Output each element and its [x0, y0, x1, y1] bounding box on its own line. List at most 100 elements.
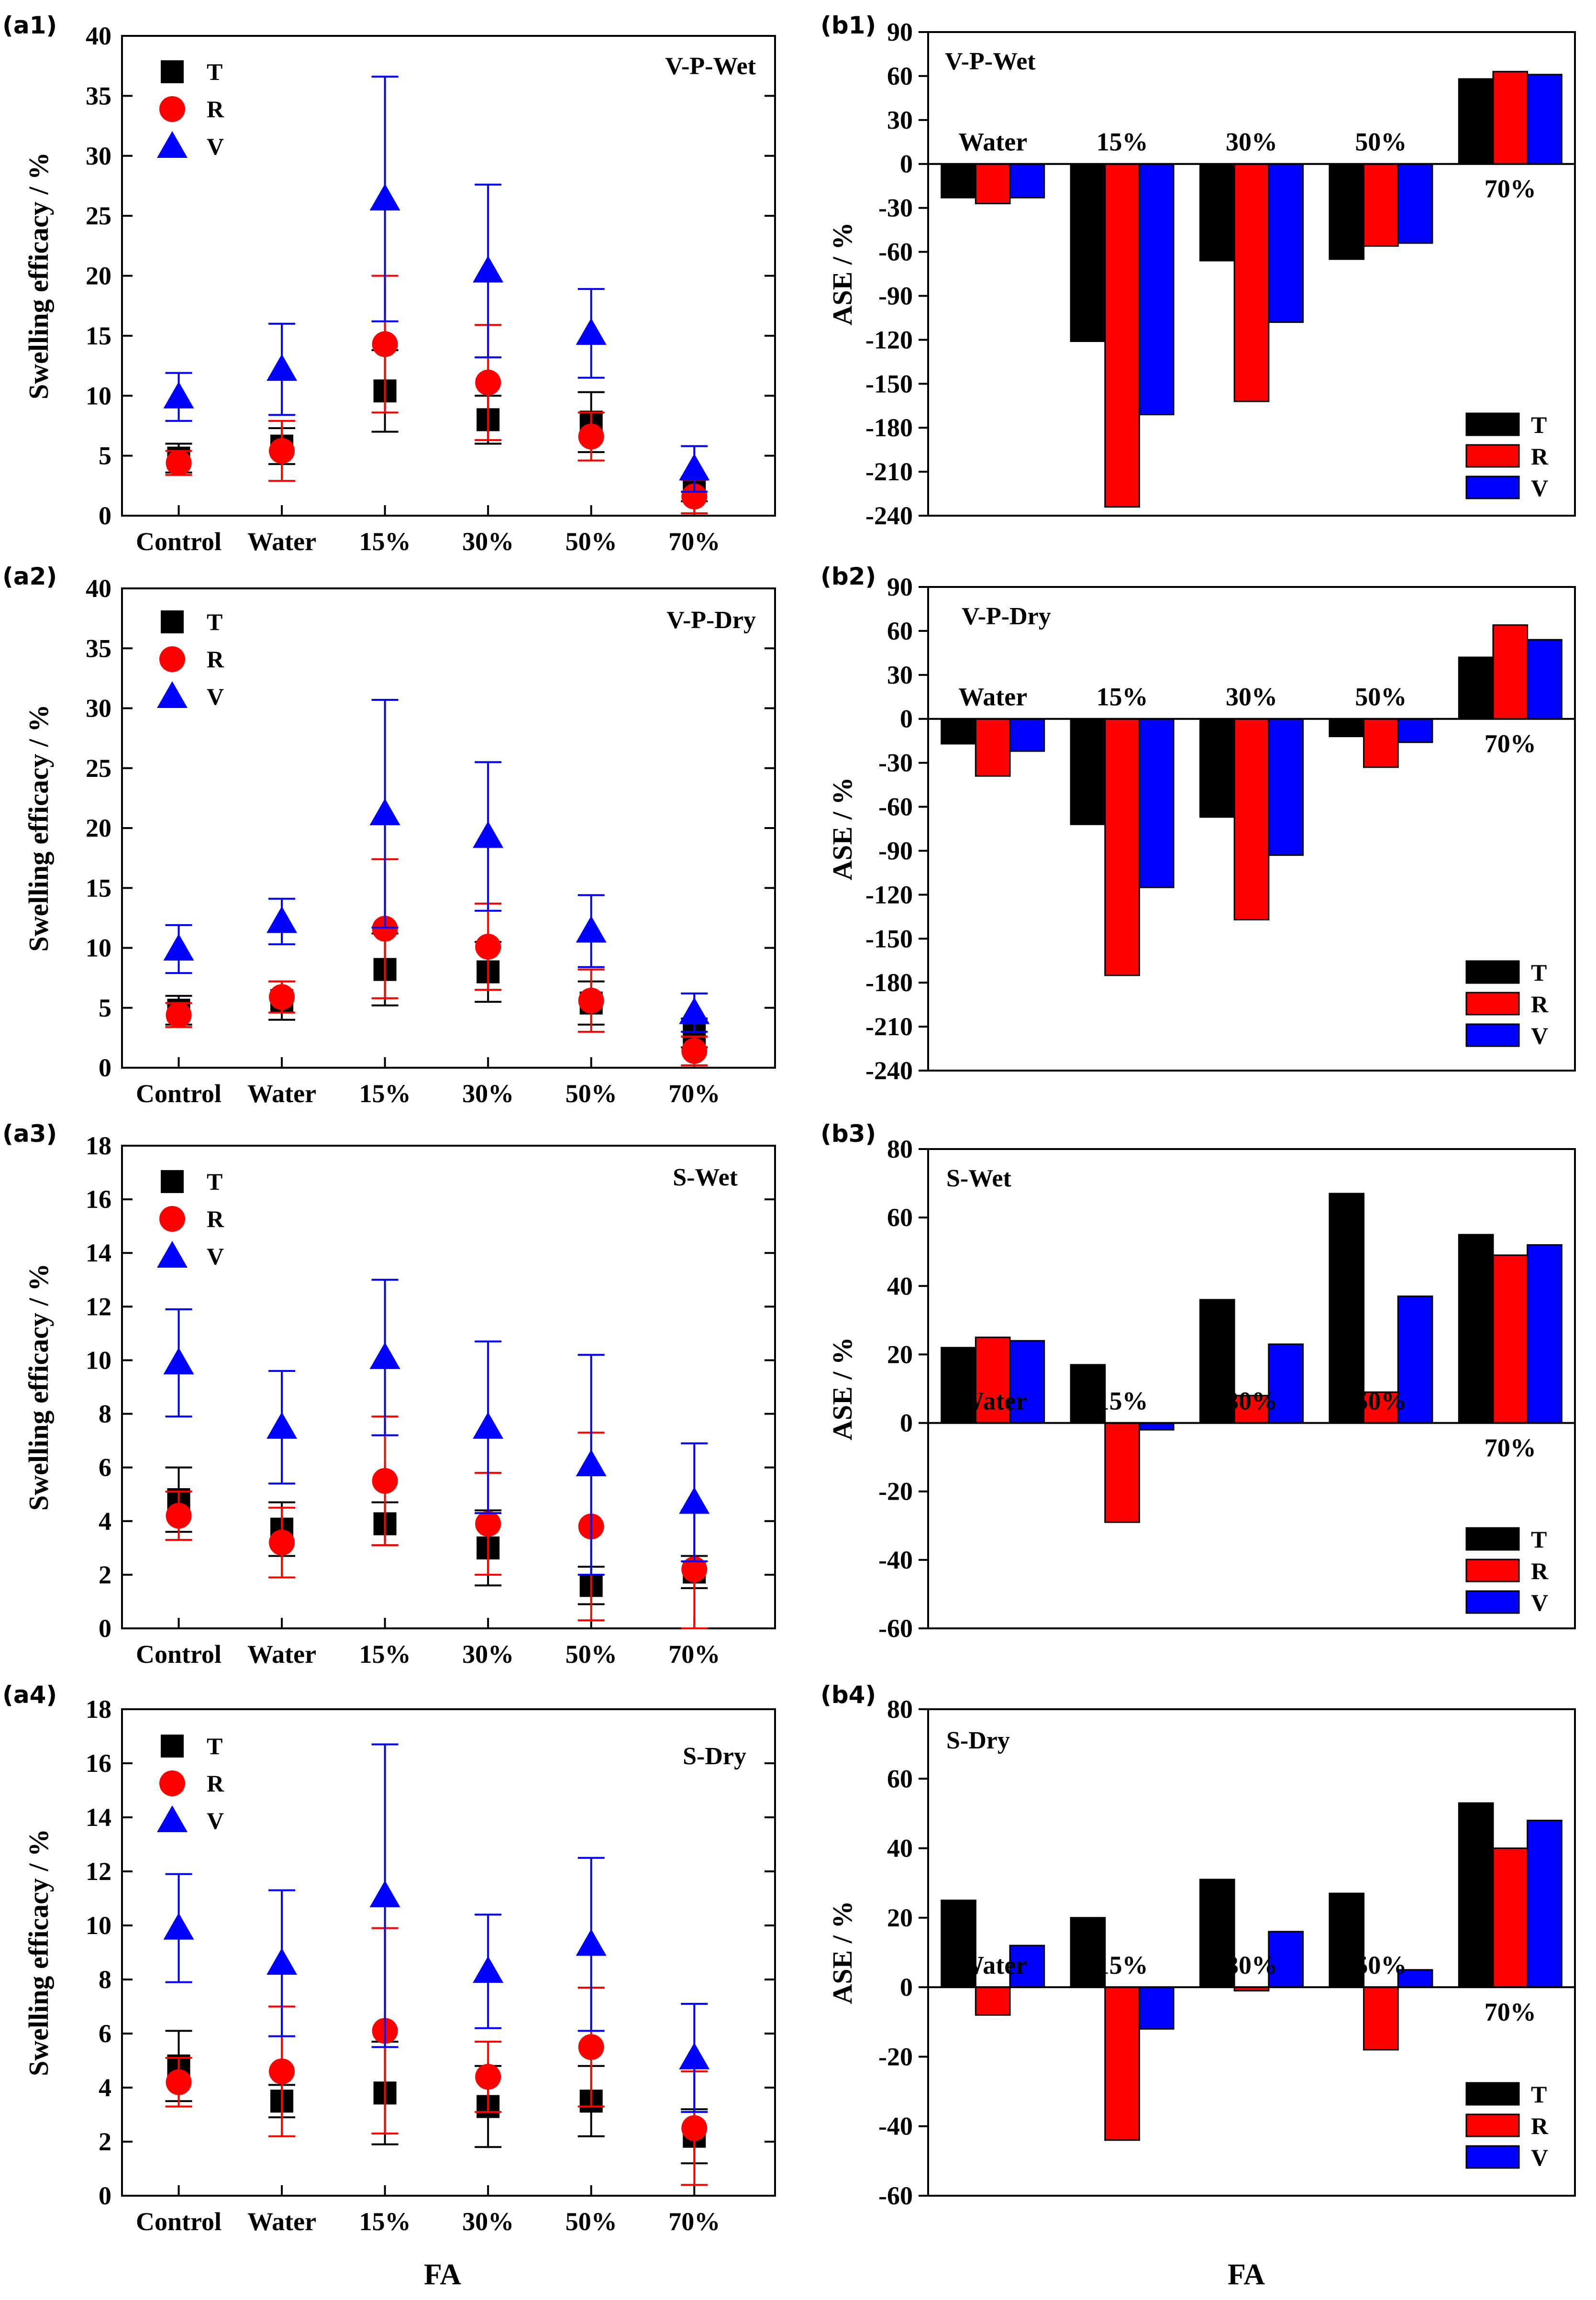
- x-tick-label: 50%: [565, 1079, 617, 1108]
- x-tick-label: 70%: [668, 1640, 720, 1669]
- legend-label: T: [1531, 959, 1547, 986]
- y-tick-label: 6: [99, 2019, 111, 2048]
- legend-marker: [161, 1735, 184, 1758]
- chart-a3: 0 2 4 6 8 10 12 14 16 18 Control Water 15% 30% 50% 70% S…: [2, 1120, 776, 1669]
- bar: [941, 163, 976, 199]
- y-tick-label: 0: [99, 2181, 111, 2210]
- data-point: [681, 2115, 708, 2141]
- legend-marker: [159, 96, 185, 122]
- y-tick-label: 20: [887, 1340, 913, 1369]
- y-tick-label: 60: [887, 62, 913, 90]
- y-tick-label: 25: [86, 201, 111, 230]
- bar: [1527, 1244, 1563, 1424]
- y-tick-label: -20: [878, 1477, 913, 1506]
- y-axis-title: ASE / %: [827, 1901, 858, 2004]
- legend-swatch: [1465, 960, 1520, 984]
- y-tick-label: 2: [99, 2127, 111, 2156]
- bar: [1268, 718, 1304, 856]
- y-tick-label: 20: [86, 814, 111, 842]
- y-tick-label: 40: [887, 1834, 913, 1863]
- y-tick-label: -60: [878, 1614, 913, 1643]
- y-tick-label: 40: [86, 574, 111, 603]
- y-tick-label: 0: [900, 1973, 913, 2001]
- series-T: [165, 349, 708, 502]
- x-tick-label: Control: [136, 527, 222, 556]
- data-point: [372, 331, 398, 357]
- category-label: 15%: [1097, 128, 1148, 156]
- y-tick-label: 10: [86, 1346, 111, 1374]
- y-tick-label: -210: [865, 1012, 913, 1041]
- series-R: [975, 1254, 1529, 1523]
- series-V: [1009, 74, 1563, 416]
- category-label: 15%: [1097, 1387, 1148, 1415]
- y-tick-label: 0: [900, 150, 913, 178]
- y-tick-label: 14: [86, 1803, 111, 1832]
- data-point: [576, 916, 607, 943]
- bar: [1104, 163, 1140, 508]
- chart-b1: 90 60 30 0 -30 -60 -90 -120 -150 -180 -210 -240 Wate…: [820, 11, 1576, 530]
- bar: [975, 718, 1011, 777]
- series-V: [163, 76, 710, 493]
- legend-label: V: [1531, 1022, 1548, 1049]
- y-tick-label: 20: [86, 262, 111, 290]
- data-point: [369, 1342, 400, 1369]
- legend-swatch: [1465, 2113, 1520, 2137]
- data-point: [578, 2034, 604, 2060]
- legend-marker: [159, 1206, 185, 1232]
- data-point: [266, 1412, 298, 1439]
- data-point: [576, 318, 607, 345]
- bar: [1527, 639, 1563, 720]
- x-tick-label: Control: [136, 2207, 222, 2236]
- y-tick-label: 30: [887, 106, 913, 134]
- x-tick-label: 50%: [565, 2207, 617, 2236]
- x-tick-label: 30%: [462, 1640, 514, 1669]
- data-point: [578, 987, 604, 1014]
- bar: [1138, 1422, 1175, 1431]
- chart-title: V-P-Dry: [962, 603, 1051, 630]
- chart-b3: 80 60 40 20 0 -20 -40 -60 Water 15% 30% 50% 70% ASE /…: [820, 1120, 1576, 1643]
- legend-marker: [161, 1170, 184, 1193]
- series-R: [975, 624, 1529, 976]
- bar: [1138, 718, 1175, 888]
- y-tick-label: 25: [86, 754, 111, 783]
- chart-title: S-Dry: [946, 1727, 1010, 1754]
- chart-title: S-Wet: [673, 1164, 738, 1191]
- bar: [1138, 163, 1175, 416]
- x-tick-label: Control: [136, 1079, 222, 1108]
- bar: [1492, 1254, 1529, 1424]
- x-axis-title-right: FA: [1228, 2258, 1265, 2291]
- chart-a1: 0 5 10 15 20 25 30 35 40 Control Water 15% 30% 50% 70%…: [2, 11, 776, 556]
- panel-label: (b3): [820, 1120, 876, 1148]
- y-tick-label: 5: [99, 442, 111, 470]
- plot-frame: [927, 1148, 1576, 1629]
- bar: [1397, 718, 1433, 743]
- plot-frame: [927, 1708, 1576, 2197]
- bar: [1199, 718, 1235, 818]
- data-point: [166, 450, 192, 476]
- legend-swatch: [1465, 1559, 1520, 1582]
- y-tick-label: 16: [86, 1185, 111, 1214]
- bar: [1070, 163, 1106, 342]
- bar: [941, 1347, 976, 1424]
- plot-frame: [121, 1145, 776, 1629]
- y-tick-label: 8: [99, 1400, 111, 1428]
- series-V: [1009, 639, 1563, 888]
- legend-swatch: [1465, 412, 1520, 436]
- series-V: [1009, 1244, 1563, 1431]
- legend-swatch: [1465, 992, 1520, 1016]
- x-tick-label: 15%: [359, 2207, 411, 2236]
- legend-label: R: [1531, 2112, 1549, 2139]
- bar: [1397, 1969, 1433, 1988]
- y-tick-label: -60: [878, 2181, 913, 2210]
- category-label: 50%: [1355, 128, 1407, 156]
- bar: [1070, 718, 1106, 825]
- data-point: [166, 2069, 192, 2095]
- bar: [1009, 1340, 1045, 1424]
- category-label: 30%: [1226, 1387, 1277, 1415]
- y-tick-label: 30: [86, 142, 111, 170]
- y-tick-label: 5: [99, 994, 111, 1022]
- y-tick-label: 30: [86, 694, 111, 723]
- y-axis-title: ASE / %: [827, 777, 858, 881]
- legend-label: T: [1531, 1526, 1547, 1553]
- x-tick-label: Water: [247, 2207, 316, 2236]
